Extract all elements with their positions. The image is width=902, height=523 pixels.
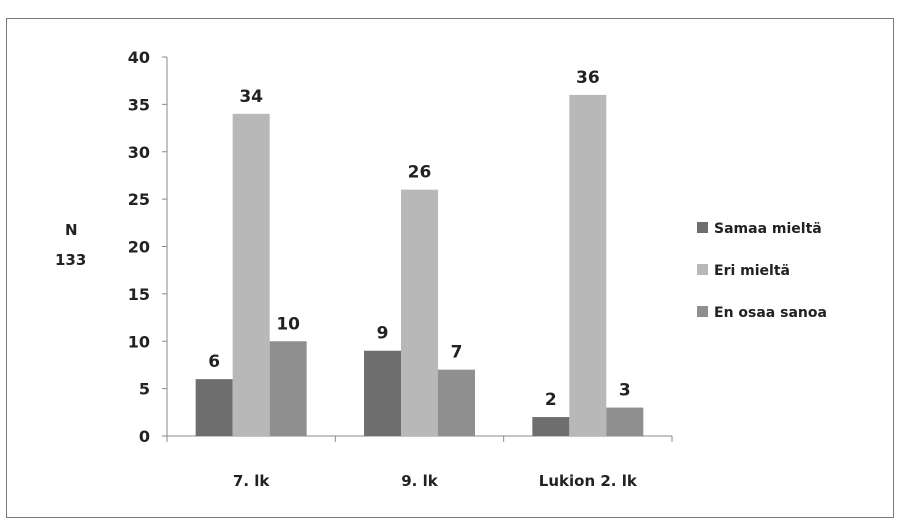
bar: [438, 369, 475, 436]
bar: [232, 113, 270, 436]
bar: [269, 341, 307, 436]
data-label: 6: [208, 352, 220, 372]
y-axis-label-line-1: N: [65, 221, 78, 239]
bar: [532, 417, 570, 436]
bar: [401, 189, 438, 436]
legend-swatch: [697, 222, 708, 233]
data-labels: 6 9 2 34 26 36 10 7 3: [208, 68, 631, 410]
data-label: 7: [451, 343, 463, 363]
data-label: 9: [377, 324, 389, 344]
y-tick-label: 25: [128, 190, 150, 209]
bars: [195, 94, 644, 437]
legend-label: Eri mieltä: [714, 263, 790, 279]
y-tick-label: 40: [128, 48, 150, 67]
y-tick-label: 30: [128, 143, 150, 162]
legend-label: En osaa sanoa: [714, 305, 827, 321]
data-label: 34: [239, 87, 263, 107]
data-label: 36: [576, 68, 600, 88]
data-label: 2: [545, 390, 557, 410]
y-tick-label: 10: [128, 332, 150, 351]
data-label: 3: [619, 381, 631, 401]
y-tick-label: 20: [128, 238, 150, 257]
bar: [195, 379, 233, 436]
y-tick-label: 0: [139, 427, 150, 446]
data-label: 26: [408, 163, 432, 183]
x-tick-label: 9. lk: [401, 472, 438, 490]
bar: [606, 407, 644, 436]
x-tick-label: 7. lk: [233, 472, 270, 490]
y-axis-label-line-2: 133: [55, 251, 86, 269]
legend: Samaa mieltä Eri mieltä En osaa sanoa: [697, 221, 827, 321]
y-tick-label: 15: [128, 285, 150, 304]
legend-swatch: [697, 264, 708, 275]
x-tick-label: Lukion 2. lk: [539, 472, 638, 490]
y-tick-label: 5: [139, 380, 150, 399]
legend-label: Samaa mieltä: [714, 221, 822, 237]
legend-swatch: [697, 306, 708, 317]
data-label: 10: [276, 314, 300, 334]
bar: [569, 94, 607, 437]
bar: [364, 350, 401, 436]
y-tick-label: 35: [128, 95, 150, 114]
